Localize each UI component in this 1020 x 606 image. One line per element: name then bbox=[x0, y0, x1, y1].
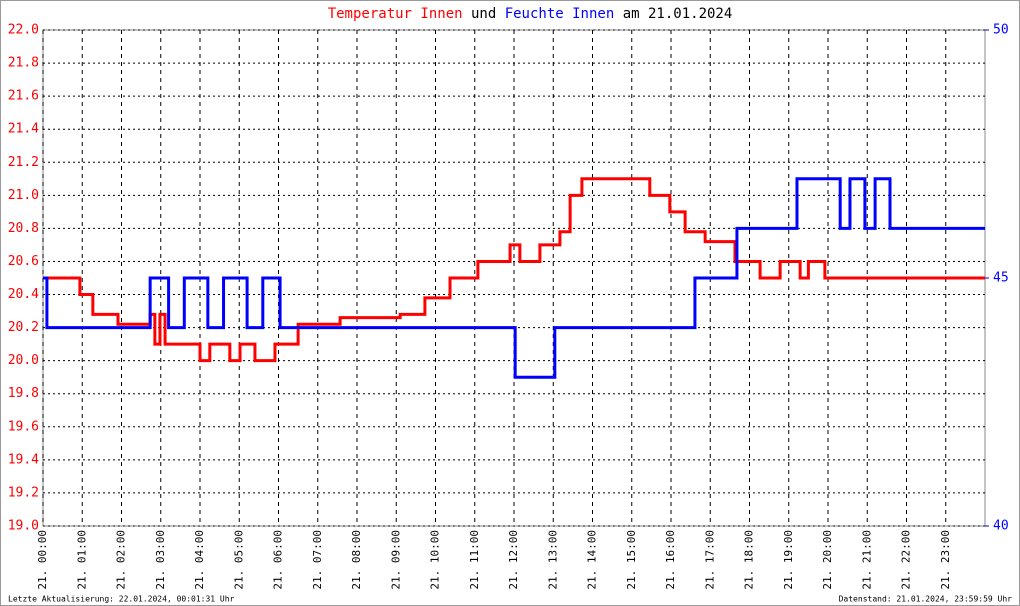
x-tick-label: 21. 18:00 bbox=[743, 530, 756, 590]
x-tick-label: 21. 08:00 bbox=[350, 530, 363, 590]
y2-tick-label: 50 bbox=[993, 23, 1009, 38]
x-tick-label: 21. 07:00 bbox=[311, 530, 324, 590]
footer-right: Datenstand: 21.01.2024, 23:59:59 Uhr bbox=[839, 595, 1013, 604]
x-tick-label: 21. 19:00 bbox=[782, 530, 795, 590]
y2-tick-label: 40 bbox=[993, 519, 1009, 534]
x-tick-label: 21. 22:00 bbox=[900, 530, 913, 590]
x-tick-label: 21. 03:00 bbox=[154, 530, 167, 590]
y-tick-label: 21.2 bbox=[8, 155, 39, 170]
x-tick-label: 21. 09:00 bbox=[389, 530, 402, 590]
title-part: Temperatur Innen bbox=[328, 6, 463, 22]
y-tick-label: 19.2 bbox=[8, 485, 39, 500]
x-tick-label: 21. 11:00 bbox=[468, 530, 481, 590]
x-tick-label: 21. 14:00 bbox=[586, 530, 599, 590]
chart-title: Temperatur Innen und Feuchte Innen am 21… bbox=[328, 6, 733, 22]
x-tick-label: 21. 02:00 bbox=[115, 530, 128, 590]
y-tick-label: 19.8 bbox=[8, 386, 39, 401]
series-line bbox=[43, 177, 985, 363]
title-part: Feuchte Innen bbox=[496, 6, 614, 22]
y-tick-label: 20.4 bbox=[8, 287, 39, 302]
x-tick-label: 21. 12:00 bbox=[507, 530, 520, 590]
y-tick-label: 20.6 bbox=[8, 254, 39, 269]
y-tick-label: 21.6 bbox=[8, 89, 39, 104]
x-tick-label: 21. 20:00 bbox=[821, 530, 834, 590]
y-tick-label: 20.0 bbox=[8, 353, 39, 368]
y-tick-label: 21.4 bbox=[8, 122, 39, 137]
y-tick-label: 19.0 bbox=[8, 519, 39, 534]
x-tick-label: 21. 10:00 bbox=[429, 530, 442, 590]
y-tick-label: 21.8 bbox=[8, 56, 39, 71]
x-tick-label: 21. 06:00 bbox=[272, 530, 285, 590]
footer-left: Letzte Aktualisierung: 22.01.2024, 00:01… bbox=[8, 595, 235, 604]
y-tick-label: 19.4 bbox=[8, 452, 39, 467]
x-tick-label: 21. 17:00 bbox=[703, 530, 716, 590]
x-tick-label: 21. 23:00 bbox=[939, 530, 952, 590]
x-tick-label: 21. 13:00 bbox=[546, 530, 559, 590]
x-tick-label: 21. 15:00 bbox=[625, 530, 638, 590]
title-part: und bbox=[463, 6, 497, 22]
y-tick-label: 19.6 bbox=[8, 419, 39, 434]
x-tick-label: 21. 01:00 bbox=[75, 530, 88, 590]
x-tick-label: 21. 21:00 bbox=[860, 530, 873, 590]
x-tick-label: 21. 04:00 bbox=[193, 530, 206, 590]
y-tick-label: 22.0 bbox=[8, 23, 39, 38]
x-tick-label: 21. 05:00 bbox=[232, 530, 245, 590]
y-tick-label: 20.2 bbox=[8, 320, 39, 335]
y-tick-label: 20.8 bbox=[8, 221, 39, 236]
series-line bbox=[43, 177, 985, 379]
x-tick-label: 21. 00:00 bbox=[36, 530, 49, 590]
y-tick-label: 21.0 bbox=[8, 188, 39, 203]
title-part: am 21.01.2024 bbox=[614, 6, 732, 22]
x-tick-label: 21. 16:00 bbox=[664, 530, 677, 590]
y2-tick-label: 45 bbox=[993, 271, 1009, 286]
